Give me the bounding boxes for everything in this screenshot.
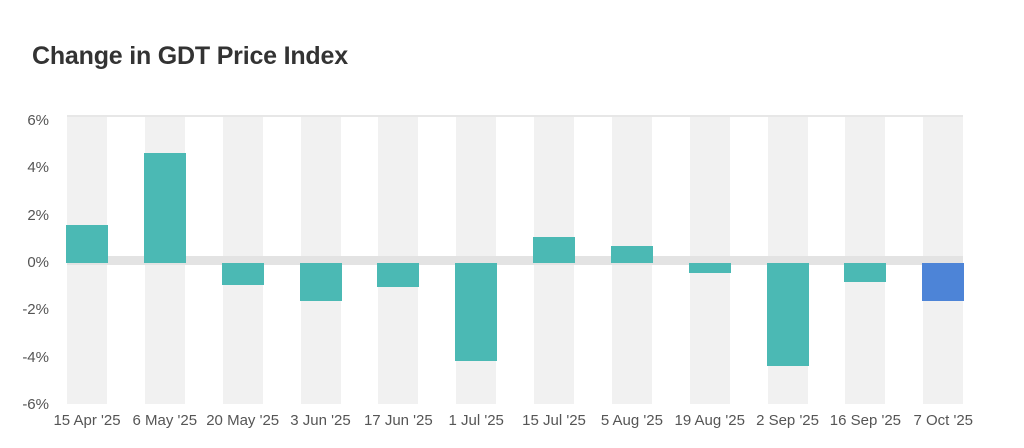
x-axis-label-15-apr-25: 15 Apr '25: [53, 412, 121, 429]
y-axis-label-2: -2%: [22, 301, 49, 319]
bar-6-may-25[interactable]: [143, 153, 186, 263]
bar-19-aug-25[interactable]: [688, 263, 731, 273]
x-axis-label-2-sep-25: 2 Sep '25: [756, 412, 819, 429]
y-axis-label-6: -6%: [22, 396, 49, 414]
bar-1-jul-25[interactable]: [455, 263, 498, 361]
y-axis-label-4: -4%: [22, 348, 49, 366]
y-axis-label-6: 6%: [27, 111, 49, 129]
y-axis-label-4: 4%: [27, 159, 49, 177]
x-axis-label-16-sep-25: 16 Sep '25: [829, 412, 902, 429]
x-axis-label-7-oct-25: 7 Oct '25: [913, 412, 974, 429]
bar-3-jun-25[interactable]: [299, 263, 342, 302]
bar-20-may-25[interactable]: [221, 263, 264, 285]
bar-15-jul-25[interactable]: [533, 236, 576, 263]
x-axis-label-1-jul-25: 1 Jul '25: [448, 412, 504, 429]
bar-17-jun-25[interactable]: [377, 263, 420, 287]
x-axis-label-19-aug-25: 19 Aug '25: [674, 412, 745, 429]
x-axis-label-5-aug-25: 5 Aug '25: [600, 412, 663, 429]
bar-2-sep-25[interactable]: [766, 263, 809, 366]
plot-area: [66, 115, 965, 404]
bar-5-aug-25[interactable]: [610, 246, 653, 263]
chart-title: Change in GDT Price Index: [32, 42, 348, 70]
x-axis-label-15-jul-25: 15 Jul '25: [522, 412, 586, 429]
x-axis-label-17-jun-25: 17 Jun '25: [363, 412, 433, 429]
x-axis-label-6-may-25: 6 May '25: [132, 412, 198, 429]
x-axis-label-20-may-25: 20 May '25: [206, 412, 280, 429]
bar-15-apr-25[interactable]: [66, 224, 108, 263]
zero-line-band: [67, 256, 963, 265]
bar-7-oct-25[interactable]: [922, 263, 965, 302]
y-axis-label-2: 2%: [27, 206, 49, 224]
y-axis-label-0: 0%: [27, 254, 49, 271]
x-axis-label-3-jun-25: 3 Jun '25: [290, 412, 351, 429]
bar-16-sep-25[interactable]: [844, 263, 887, 283]
